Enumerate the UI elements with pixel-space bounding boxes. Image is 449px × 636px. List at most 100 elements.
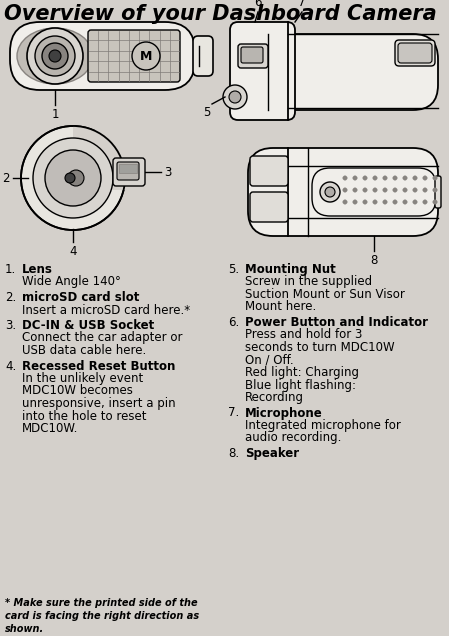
Text: * Make sure the printed side of the
card is facing the right direction as
shown.: * Make sure the printed side of the card… <box>5 598 199 634</box>
FancyBboxPatch shape <box>248 148 438 236</box>
Ellipse shape <box>383 200 387 204</box>
Ellipse shape <box>403 188 407 192</box>
FancyBboxPatch shape <box>435 176 441 208</box>
FancyBboxPatch shape <box>10 22 195 90</box>
Text: 5.: 5. <box>228 263 239 276</box>
FancyBboxPatch shape <box>395 40 435 66</box>
Text: Wide Angle 140°: Wide Angle 140° <box>22 275 121 289</box>
Text: 2: 2 <box>3 172 10 184</box>
Text: 6.: 6. <box>228 316 239 329</box>
FancyBboxPatch shape <box>88 30 180 82</box>
Ellipse shape <box>363 200 367 204</box>
Text: into the hole to reset: into the hole to reset <box>22 410 146 422</box>
Ellipse shape <box>68 170 84 186</box>
Text: Recording: Recording <box>245 391 304 404</box>
Ellipse shape <box>320 182 340 202</box>
Text: Blue light flashing:: Blue light flashing: <box>245 378 356 392</box>
Text: 7: 7 <box>298 0 306 9</box>
Text: Press and hold for 3: Press and hold for 3 <box>245 329 362 342</box>
Ellipse shape <box>33 138 113 218</box>
Text: unresponsive, insert a pin: unresponsive, insert a pin <box>22 397 176 410</box>
Ellipse shape <box>21 126 125 230</box>
Ellipse shape <box>373 188 377 192</box>
FancyBboxPatch shape <box>398 43 432 63</box>
FancyBboxPatch shape <box>268 34 438 110</box>
Text: Microphone: Microphone <box>245 406 323 420</box>
FancyBboxPatch shape <box>193 36 213 76</box>
Ellipse shape <box>223 85 247 109</box>
Text: Mounting Nut: Mounting Nut <box>245 263 336 276</box>
Text: On / Off.: On / Off. <box>245 354 294 366</box>
Ellipse shape <box>132 42 160 70</box>
Ellipse shape <box>373 176 377 180</box>
Ellipse shape <box>393 176 397 180</box>
Ellipse shape <box>383 176 387 180</box>
Text: microSD card slot: microSD card slot <box>22 291 139 304</box>
Text: In the unlikely event: In the unlikely event <box>22 372 143 385</box>
Ellipse shape <box>343 188 347 192</box>
Ellipse shape <box>353 176 357 180</box>
FancyBboxPatch shape <box>241 47 263 63</box>
Text: Suction Mount or Sun Visor: Suction Mount or Sun Visor <box>245 288 405 301</box>
Ellipse shape <box>27 28 83 84</box>
Ellipse shape <box>383 188 387 192</box>
Text: Screw in the supplied: Screw in the supplied <box>245 275 372 289</box>
Ellipse shape <box>433 200 437 204</box>
FancyBboxPatch shape <box>230 22 295 120</box>
Ellipse shape <box>413 200 417 204</box>
Ellipse shape <box>413 188 417 192</box>
Ellipse shape <box>353 188 357 192</box>
Text: Integrated microphone for: Integrated microphone for <box>245 419 401 432</box>
Wedge shape <box>73 126 125 178</box>
Ellipse shape <box>363 188 367 192</box>
Text: 7.: 7. <box>228 406 239 420</box>
Text: DC-IN & USB Socket: DC-IN & USB Socket <box>22 319 154 332</box>
Text: Mount here.: Mount here. <box>245 300 316 314</box>
Ellipse shape <box>343 200 347 204</box>
Text: Lens: Lens <box>22 263 53 276</box>
Text: Power Button and Indicator: Power Button and Indicator <box>245 316 428 329</box>
Ellipse shape <box>393 188 397 192</box>
FancyBboxPatch shape <box>113 158 145 186</box>
Ellipse shape <box>229 91 241 103</box>
Text: 2.: 2. <box>5 291 16 304</box>
Text: Connect the car adapter or: Connect the car adapter or <box>22 331 182 345</box>
Bar <box>73 130 133 190</box>
Text: USB data cable here.: USB data cable here. <box>22 344 146 357</box>
Text: 5: 5 <box>202 106 210 119</box>
Ellipse shape <box>433 188 437 192</box>
Ellipse shape <box>403 200 407 204</box>
Ellipse shape <box>35 36 75 76</box>
FancyBboxPatch shape <box>250 192 288 222</box>
Ellipse shape <box>393 200 397 204</box>
Ellipse shape <box>343 176 347 180</box>
Ellipse shape <box>413 176 417 180</box>
Text: Recessed Reset Button: Recessed Reset Button <box>22 359 176 373</box>
Ellipse shape <box>325 187 335 197</box>
Ellipse shape <box>433 176 437 180</box>
FancyBboxPatch shape <box>117 162 139 180</box>
Text: MDC10W becomes: MDC10W becomes <box>22 385 133 398</box>
Text: 8.: 8. <box>228 447 239 460</box>
Ellipse shape <box>363 176 367 180</box>
Ellipse shape <box>42 43 68 69</box>
Text: 1: 1 <box>51 108 59 121</box>
Text: 4: 4 <box>69 245 77 258</box>
Ellipse shape <box>65 173 75 183</box>
Text: 3.: 3. <box>5 319 16 332</box>
Bar <box>119 164 137 173</box>
FancyBboxPatch shape <box>250 156 288 186</box>
FancyBboxPatch shape <box>312 168 436 216</box>
Text: Red light: Charging: Red light: Charging <box>245 366 359 379</box>
Text: Insert a microSD card here.*: Insert a microSD card here.* <box>22 303 190 317</box>
Ellipse shape <box>373 200 377 204</box>
Text: audio recording.: audio recording. <box>245 431 341 445</box>
Text: 4.: 4. <box>5 359 16 373</box>
Ellipse shape <box>353 200 357 204</box>
Text: 6: 6 <box>254 0 262 9</box>
Text: seconds to turn MDC10W: seconds to turn MDC10W <box>245 341 395 354</box>
Ellipse shape <box>423 188 427 192</box>
Text: Overview of your Dashboard Camera: Overview of your Dashboard Camera <box>4 4 437 24</box>
Ellipse shape <box>17 28 93 84</box>
Text: MDC10W.: MDC10W. <box>22 422 79 435</box>
